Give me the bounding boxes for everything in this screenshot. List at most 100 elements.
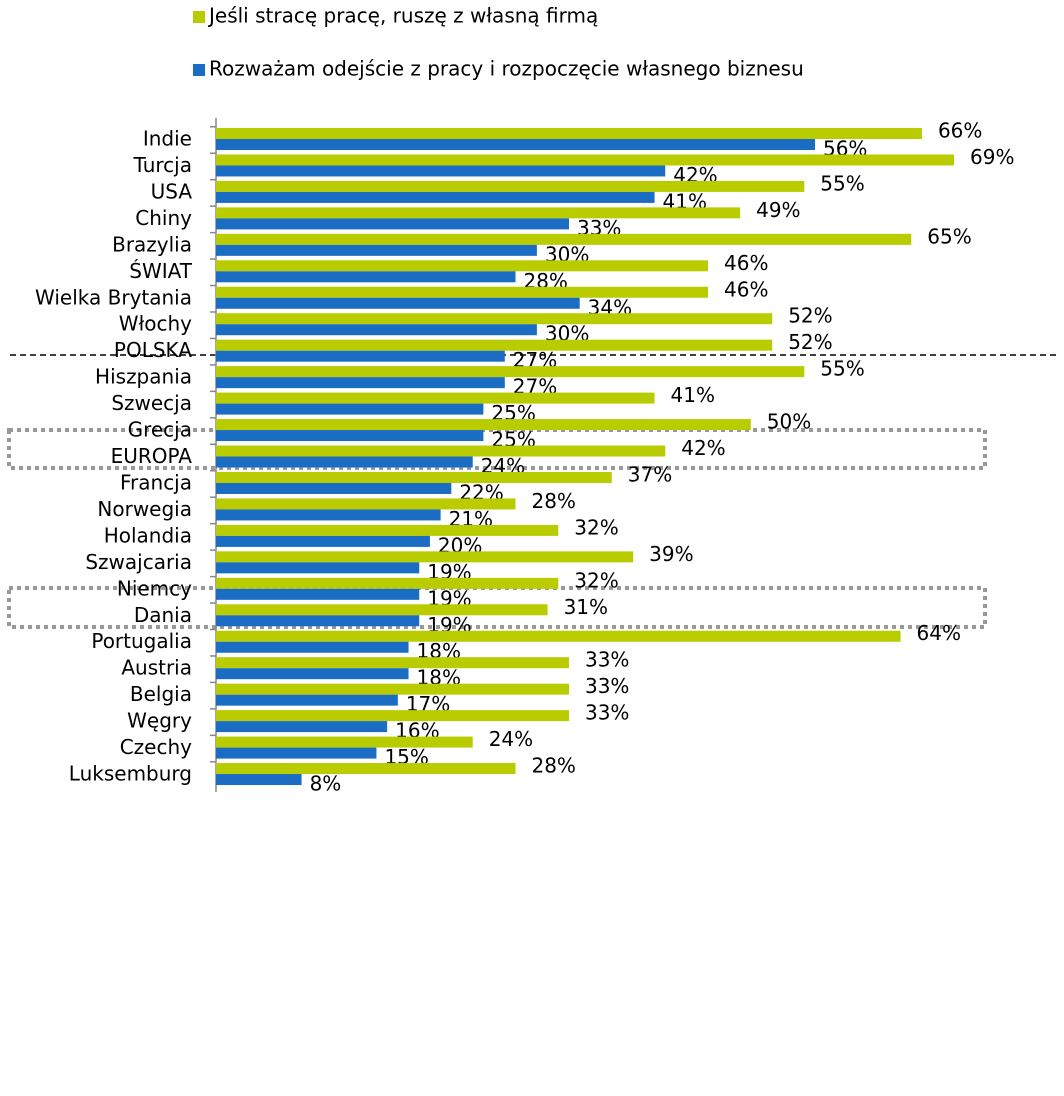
y-tick-label: EUROPA bbox=[111, 444, 193, 468]
bar bbox=[216, 154, 955, 166]
bar bbox=[216, 551, 634, 563]
bar bbox=[216, 191, 655, 203]
value-label: 49% bbox=[756, 198, 800, 222]
bar bbox=[216, 403, 484, 415]
bar bbox=[216, 615, 420, 627]
bar bbox=[216, 604, 548, 616]
legend-swatch bbox=[193, 11, 205, 23]
y-tick-label: Turcja bbox=[133, 153, 192, 177]
y-tick-label: Austria bbox=[121, 656, 192, 680]
bar bbox=[216, 482, 452, 494]
bar bbox=[216, 260, 709, 272]
bar bbox=[216, 207, 741, 219]
y-tick-label: Grecja bbox=[128, 418, 192, 442]
bar bbox=[216, 233, 912, 245]
y-tick-label: Belgia bbox=[130, 682, 192, 706]
bar bbox=[216, 630, 901, 642]
value-label: 52% bbox=[788, 330, 832, 354]
bar bbox=[216, 763, 516, 775]
bar bbox=[216, 244, 537, 256]
y-tick-label: Norwegia bbox=[97, 497, 192, 521]
legend-label: Rozważam odejście z pracy i rozpoczęcie … bbox=[209, 57, 804, 81]
value-label: 8% bbox=[310, 772, 342, 796]
bar bbox=[216, 736, 473, 748]
value-label: 64% bbox=[917, 621, 961, 645]
y-tick-label: POLSKA bbox=[114, 338, 192, 362]
bar bbox=[216, 350, 505, 362]
value-label: 33% bbox=[585, 701, 629, 725]
bar bbox=[216, 324, 537, 336]
bar bbox=[216, 774, 302, 786]
y-tick-label: Dania bbox=[134, 603, 192, 627]
bar bbox=[216, 694, 398, 706]
value-label: 69% bbox=[970, 145, 1014, 169]
value-label: 66% bbox=[938, 119, 982, 143]
y-tick-label: Portugalia bbox=[91, 629, 192, 653]
bar bbox=[216, 128, 922, 139]
bar bbox=[216, 509, 441, 521]
value-label: 46% bbox=[724, 251, 768, 275]
value-label: 52% bbox=[788, 304, 832, 328]
value-label: 55% bbox=[820, 171, 864, 195]
bar bbox=[216, 445, 666, 457]
bar bbox=[216, 588, 420, 600]
y-tick-label: Włochy bbox=[119, 312, 192, 336]
y-tick-label: Hiszpania bbox=[95, 365, 192, 389]
y-tick-label: Luksemburg bbox=[69, 762, 192, 786]
y-tick-label: ŚWIAT bbox=[129, 259, 192, 283]
bar bbox=[216, 377, 505, 389]
y-tick-label: Czechy bbox=[120, 735, 192, 759]
y-tick-label: Niemcy bbox=[117, 576, 192, 600]
value-label: 28% bbox=[531, 489, 575, 513]
bar bbox=[216, 139, 815, 150]
bar bbox=[216, 286, 709, 298]
value-label: 24% bbox=[489, 727, 533, 751]
bar bbox=[216, 313, 773, 325]
bar bbox=[216, 641, 409, 653]
bar bbox=[216, 419, 751, 431]
bar bbox=[216, 668, 409, 680]
value-label: 37% bbox=[628, 462, 672, 486]
bar bbox=[216, 498, 516, 510]
bar bbox=[216, 180, 805, 192]
value-label: 39% bbox=[649, 542, 693, 566]
bar bbox=[216, 271, 516, 283]
value-label: 32% bbox=[574, 515, 618, 539]
y-tick-label: Szwecja bbox=[111, 391, 192, 415]
value-label: 33% bbox=[585, 674, 629, 698]
bar bbox=[216, 366, 805, 378]
y-tick-label: Szwajcaria bbox=[85, 550, 192, 574]
legend-swatch bbox=[193, 64, 205, 76]
bar bbox=[216, 456, 473, 468]
bar bbox=[216, 524, 559, 536]
y-tick-label: Węgry bbox=[127, 709, 192, 733]
value-label: 28% bbox=[531, 754, 575, 778]
y-tick-label: USA bbox=[151, 179, 193, 203]
bar bbox=[216, 471, 612, 483]
bar bbox=[216, 657, 569, 669]
bar bbox=[216, 165, 666, 177]
y-tick-label: Brazylia bbox=[112, 232, 192, 256]
y-tick-label: Wielka Brytania bbox=[35, 285, 192, 309]
y-tick-label: Chiny bbox=[135, 206, 192, 230]
bar bbox=[216, 721, 388, 733]
bar bbox=[216, 747, 377, 759]
value-label: 42% bbox=[681, 436, 725, 460]
y-tick-label: Indie bbox=[143, 127, 192, 151]
bar bbox=[216, 577, 559, 589]
value-label: 33% bbox=[585, 648, 629, 672]
value-label: 65% bbox=[927, 224, 971, 248]
legend-label: Jeśli stracę pracę, ruszę z własną firmą bbox=[207, 4, 598, 28]
bar bbox=[216, 683, 569, 695]
value-label: 41% bbox=[671, 383, 715, 407]
bar bbox=[216, 297, 580, 309]
bar bbox=[216, 339, 773, 351]
value-label: 46% bbox=[724, 277, 768, 301]
bar bbox=[216, 218, 569, 230]
value-label: 50% bbox=[767, 410, 811, 434]
bar bbox=[216, 710, 569, 722]
y-tick-label: Francja bbox=[120, 470, 192, 494]
bar bbox=[216, 430, 484, 442]
value-label: 55% bbox=[820, 357, 864, 381]
